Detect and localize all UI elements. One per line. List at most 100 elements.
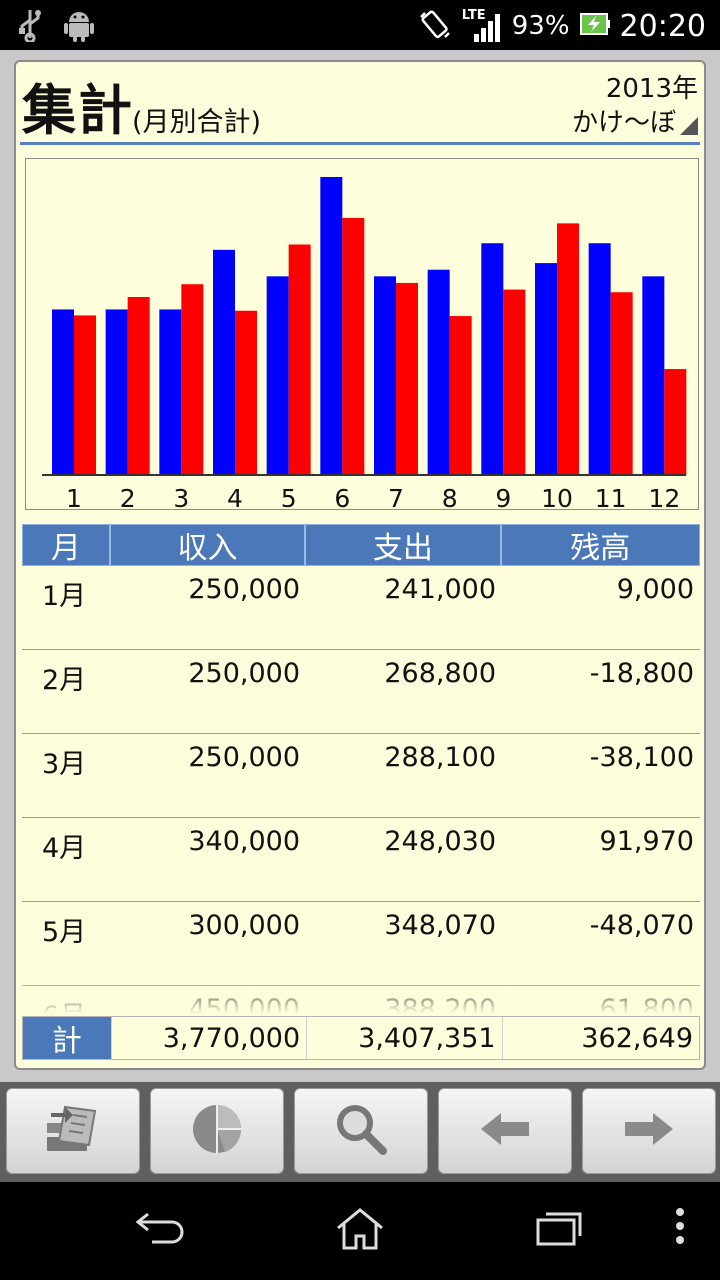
cell-expense: 288,100: [384, 742, 496, 773]
title-divider: [20, 142, 700, 145]
x-tick-label: 5: [281, 484, 297, 509]
total-row: 計 3,770,000 3,407,351 362,649: [22, 1016, 700, 1060]
total-income: 3,770,000: [110, 1017, 306, 1059]
search-icon: [333, 1101, 389, 1161]
edit-entry-icon: [43, 1101, 103, 1161]
network-label: LTE: [461, 8, 486, 23]
cell-income: 250,000: [188, 742, 300, 773]
menu-icon[interactable]: [674, 1206, 686, 1250]
expense-bar-7: [396, 282, 418, 475]
expense-bar-9: [503, 289, 526, 475]
vibrate-icon: [418, 7, 452, 45]
table-header: 月 収入 支出 残高: [22, 524, 700, 566]
x-tick-label: 2: [120, 484, 136, 509]
next-button[interactable]: [582, 1088, 716, 1174]
page-subtitle: (月別合計): [132, 107, 262, 138]
cell-expense: 241,000: [384, 574, 496, 605]
x-tick-label: 7: [388, 484, 404, 509]
income-bar-3: [159, 309, 182, 475]
x-tick-label: 3: [173, 484, 189, 509]
cell-month: 1月: [42, 581, 87, 612]
year-label[interactable]: 2013年: [605, 74, 698, 104]
income-bar-10: [535, 263, 557, 475]
page-title: 集計: [22, 79, 134, 142]
cell-income: 450,000: [188, 994, 300, 1014]
cell-income: 340,000: [188, 826, 300, 857]
income-bar-4: [213, 249, 235, 475]
income-bar-8: [427, 269, 450, 475]
x-tick-label: 1: [66, 484, 82, 509]
cell-month: 4月: [42, 833, 87, 864]
cell-balance: 61,800: [599, 994, 694, 1014]
table-row[interactable]: 3月 250,000 288,100 -38,100: [22, 734, 700, 818]
cell-expense: 248,030: [384, 826, 496, 857]
android-icon: [64, 8, 94, 46]
cell-balance: -38,100: [589, 742, 694, 773]
cell-month: 6月: [22, 986, 110, 1014]
expense-bar-12: [664, 369, 687, 475]
income-bar-7: [374, 276, 396, 475]
x-tick-label: 9: [495, 484, 511, 509]
app-area: 集計 (月別合計) 2013年 かけ〜ぼ 1 2 3 4 5 6 7 8 9 10 11 12 月 収…: [0, 50, 720, 1082]
cell-expense: 348,070: [384, 910, 496, 941]
usb-icon: [18, 8, 42, 46]
header-income: 収入: [111, 525, 307, 566]
table-row[interactable]: 4月 340,000 248,030 91,970: [22, 818, 700, 902]
pie-chart-button[interactable]: [150, 1088, 284, 1174]
cell-expense: 268,800: [384, 658, 496, 689]
cell-balance: -48,070: [589, 910, 694, 941]
expense-bar-11: [610, 292, 633, 475]
book-selector[interactable]: かけ〜ぼ: [572, 102, 698, 139]
expense-bar-2: [127, 296, 150, 475]
header-expense: 支出: [306, 525, 502, 566]
income-bar-5: [266, 276, 289, 475]
battery-icon: [579, 11, 610, 41]
home-icon[interactable]: [334, 1206, 386, 1256]
income-bar-2: [105, 309, 128, 475]
x-tick-label: 10: [541, 484, 573, 509]
cell-balance: 91,970: [599, 826, 694, 857]
expense-bar-3: [181, 284, 204, 475]
battery-percent: 93%: [511, 11, 570, 41]
search-button[interactable]: [294, 1088, 428, 1174]
total-label: 計: [23, 1017, 111, 1059]
cell-balance: -18,800: [589, 658, 694, 689]
income-bar-6: [320, 177, 343, 475]
cell-income: 300,000: [188, 910, 300, 941]
table-row[interactable]: 2月 250,000 268,800 -18,800: [22, 650, 700, 734]
x-tick-label: 4: [227, 484, 243, 509]
pie-chart-icon: [189, 1101, 245, 1161]
x-tick-label: 11: [595, 484, 627, 509]
expense-bar-6: [342, 217, 365, 475]
cell-income: 250,000: [188, 658, 300, 689]
cell-month: 3月: [42, 749, 87, 780]
table-row[interactable]: 5月 300,000 348,070 -48,070: [22, 902, 700, 986]
status-bar: LTE 93% 20:20: [0, 0, 720, 50]
x-tick-label: 12: [648, 484, 680, 509]
monthly-bar-chart: 1 2 3 4 5 6 7 8 9 10 11 12: [25, 158, 699, 510]
expense-bar-1: [74, 315, 96, 475]
bottom-toolbar: [0, 1082, 720, 1182]
header-balance: 残高: [570, 531, 631, 566]
income-bar-1: [52, 309, 74, 475]
cell-income: 250,000: [188, 574, 300, 605]
x-tick-label: 8: [442, 484, 458, 509]
cell-expense: 388,200: [384, 994, 496, 1014]
expense-bar-10: [557, 223, 579, 475]
expense-bar-4: [235, 310, 257, 475]
header-month: 月: [23, 525, 111, 566]
clock: 20:20: [619, 8, 706, 44]
chart-canvas: 1 2 3 4 5 6 7 8 9 10 11 12: [42, 177, 687, 509]
table-row[interactable]: 1月 250,000 241,000 9,000: [22, 566, 700, 650]
table-body[interactable]: 1月 250,000 241,000 9,000 2月 250,000 268,…: [22, 566, 700, 1014]
previous-button[interactable]: [438, 1088, 572, 1174]
back-icon[interactable]: [134, 1206, 186, 1250]
total-balance: 362,649: [501, 1017, 699, 1059]
arrow-right-icon: [621, 1109, 677, 1153]
book-selector-label: かけ〜ぼ: [571, 108, 676, 138]
recent-apps-icon[interactable]: [536, 1206, 584, 1250]
table-row[interactable]: 6月 450,000 388,200 61,800: [22, 986, 700, 1014]
edit-entry-button[interactable]: [6, 1088, 140, 1174]
expense-bar-5: [288, 244, 311, 475]
income-bar-12: [642, 276, 665, 475]
